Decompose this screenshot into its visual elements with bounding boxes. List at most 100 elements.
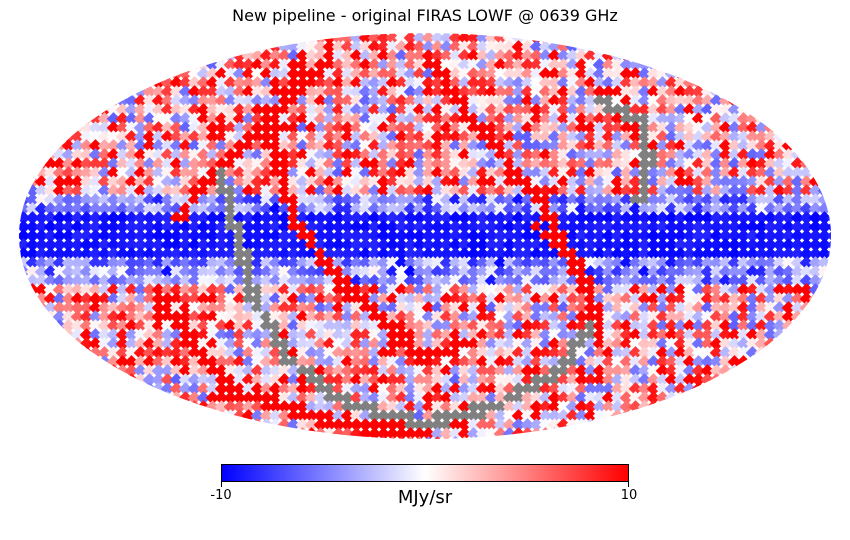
sky-pixel <box>664 121 679 135</box>
sky-pixel <box>556 58 571 72</box>
sky-pixel <box>376 85 391 99</box>
sky-pixel <box>601 193 616 207</box>
sky-pixel <box>106 130 121 144</box>
sky-pixel <box>196 166 211 180</box>
sky-pixel <box>682 139 697 153</box>
sky-pixel <box>331 49 346 63</box>
sky-pixel <box>295 139 310 153</box>
sky-pixel <box>421 85 436 99</box>
sky-pixel <box>268 103 283 117</box>
sky-pixel <box>817 265 831 279</box>
sky-pixel <box>565 148 580 162</box>
sky-pixel <box>331 139 346 153</box>
sky-pixel <box>106 364 121 378</box>
sky-pixel <box>484 175 499 189</box>
sky-pixel <box>637 121 652 135</box>
sky-pixel <box>691 103 706 117</box>
sky-pixel <box>556 148 571 162</box>
sky-pixel <box>682 166 697 180</box>
sky-pixel <box>223 193 238 207</box>
sky-pixel <box>376 33 391 45</box>
sky-pixel <box>178 184 193 198</box>
sky-pixel <box>259 103 274 117</box>
sky-pixel <box>583 121 598 135</box>
sky-pixel <box>511 184 526 198</box>
sky-pixel <box>547 76 562 90</box>
sky-pixel <box>403 85 418 99</box>
sky-pixel <box>88 175 103 189</box>
sky-pixel <box>367 49 382 63</box>
sky-pixel <box>205 130 220 144</box>
sky-pixel <box>700 382 715 396</box>
sky-pixel <box>475 184 490 198</box>
sky-pixel <box>241 130 256 144</box>
sky-pixel <box>322 157 337 171</box>
sky-pixel <box>421 148 436 162</box>
sky-pixel <box>538 139 553 153</box>
sky-pixel <box>619 76 634 90</box>
sky-pixel <box>556 157 571 171</box>
sky-pixel <box>421 58 436 72</box>
sky-pixel <box>466 184 481 198</box>
sky-pixel <box>97 166 112 180</box>
sky-pixel <box>529 130 544 144</box>
sky-pixel <box>241 139 256 153</box>
sky-pixel <box>88 355 103 369</box>
sky-pixel <box>439 103 454 117</box>
sky-pixel <box>331 103 346 117</box>
sky-pixel <box>709 130 724 144</box>
sky-pixel <box>538 94 553 108</box>
sky-pixel <box>745 175 760 189</box>
sky-pixel <box>565 184 580 198</box>
sky-pixel <box>565 139 580 153</box>
sky-pixel <box>403 184 418 198</box>
sky-pixel <box>457 130 472 144</box>
sky-pixel <box>673 103 688 117</box>
sky-pixel <box>421 175 436 189</box>
sky-pixel <box>403 166 418 180</box>
sky-pixel <box>178 139 193 153</box>
sky-pixel <box>340 157 355 171</box>
sky-pixel <box>556 184 571 198</box>
sky-pixel <box>700 184 715 198</box>
sky-pixel <box>304 121 319 135</box>
sky-pixel <box>493 49 508 63</box>
sky-pixel <box>277 166 292 180</box>
sky-pixel <box>322 94 337 108</box>
sky-pixel <box>25 292 40 306</box>
sky-pixel <box>484 121 499 135</box>
sky-pixel <box>448 436 463 439</box>
sky-pixel <box>277 49 292 63</box>
colorbar-max-tick <box>628 482 629 487</box>
sky-pixel <box>169 139 184 153</box>
sky-pixel <box>529 157 544 171</box>
sky-pixel <box>511 148 526 162</box>
sky-pixel <box>439 166 454 180</box>
sky-pixel <box>709 175 724 189</box>
sky-pixel <box>592 121 607 135</box>
sky-pixel <box>421 436 436 439</box>
sky-pixel <box>448 33 463 45</box>
sky-pixel <box>538 49 553 63</box>
sky-pixel <box>439 139 454 153</box>
sky-pixel <box>574 166 589 180</box>
sky-pixel <box>448 157 463 171</box>
sky-pixel <box>358 139 373 153</box>
sky-pixel <box>313 427 328 439</box>
sky-pixel <box>394 40 409 54</box>
sky-pixel <box>547 157 562 171</box>
sky-pixel <box>628 166 643 180</box>
sky-pixel <box>286 193 301 207</box>
sky-pixel <box>556 112 571 126</box>
sky-pixel <box>727 112 742 126</box>
sky-pixel <box>412 148 427 162</box>
sky-pixel <box>151 157 166 171</box>
sky-pixel <box>214 184 229 198</box>
sky-pixel <box>412 76 427 90</box>
sky-pixel <box>709 94 724 108</box>
sky-pixel <box>241 157 256 171</box>
sky-pixel <box>718 130 733 144</box>
sky-pixel <box>664 103 679 117</box>
sky-pixel <box>646 130 661 144</box>
sky-pixel <box>133 139 148 153</box>
